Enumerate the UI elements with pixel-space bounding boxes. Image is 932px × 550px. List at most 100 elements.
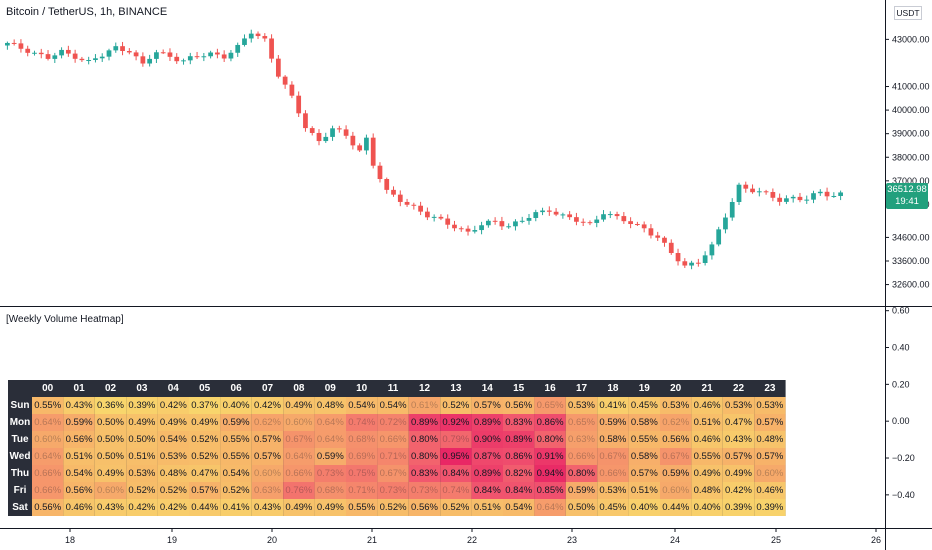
heatmap-cell-label: 0.53% — [160, 451, 187, 462]
candle-body — [689, 262, 694, 266]
heatmap-cell-label: 0.43% — [254, 502, 281, 513]
indicator-tick-label: 0.00 — [892, 416, 910, 426]
heatmap-cell — [189, 482, 221, 499]
heatmap-cell — [691, 482, 723, 499]
heatmap-cell — [597, 448, 629, 465]
heatmap-cell — [754, 499, 786, 516]
candle-body — [607, 214, 613, 216]
heatmap-cell — [471, 499, 503, 516]
heatmap-cell — [377, 414, 409, 431]
heatmap-day-label: Mon — [10, 417, 31, 428]
heatmap-cell — [471, 431, 503, 448]
heatmap-cell-label: 0.84% — [442, 468, 469, 479]
heatmap-cell-label: 0.53% — [725, 400, 752, 411]
heatmap-cell — [503, 499, 535, 516]
heatmap-cell — [503, 397, 535, 414]
candle-body — [133, 52, 139, 57]
candle-body — [648, 228, 654, 236]
heatmap-cell-label: 0.60% — [285, 417, 312, 428]
heatmap-cell — [660, 414, 692, 431]
heatmap-cell-label: 0.58% — [631, 417, 658, 428]
heatmap-cell — [126, 448, 158, 465]
candle-body — [594, 219, 600, 223]
heatmap-cell-label: 0.64% — [317, 417, 344, 428]
heatmap-cell — [754, 414, 786, 431]
heatmap-cell-label: 0.52% — [191, 451, 218, 462]
price-tick-label: 33600.00 — [892, 256, 930, 266]
heatmap-cell-label: 0.67% — [662, 451, 689, 462]
heatmap-cell — [189, 431, 221, 448]
currency-button[interactable]: USDT — [894, 6, 922, 20]
candle-body — [838, 192, 843, 196]
time-tick-label: 18 — [65, 535, 75, 545]
heatmap-cell-label: 0.56% — [66, 434, 93, 445]
heatmap-cell-label: 0.48% — [160, 468, 187, 479]
heatmap-cell-label: 0.45% — [631, 400, 658, 411]
candle-body — [11, 42, 17, 44]
heatmap-cell-label: 0.60% — [662, 485, 689, 496]
heatmap-cell-label: 0.80% — [537, 434, 564, 445]
heatmap-cell — [157, 465, 189, 482]
heatmap-cell — [251, 482, 284, 499]
heatmap-hour-label: 05 — [199, 383, 211, 394]
heatmap-cell-label: 0.57% — [725, 451, 752, 462]
candle-body — [574, 217, 579, 222]
heatmap-cell — [597, 414, 629, 431]
heatmap-cell-label: 0.46% — [66, 502, 93, 513]
heatmap-cell — [189, 465, 221, 482]
heatmap-cell-label: 0.90% — [474, 434, 501, 445]
heatmap-cell — [440, 499, 472, 516]
candle-body — [303, 113, 308, 129]
candle-body — [553, 211, 559, 215]
countdown-value: 19:41 — [895, 196, 919, 207]
heatmap-cell-label: 0.75% — [348, 468, 375, 479]
candle-body — [309, 128, 315, 133]
candle-body — [275, 58, 281, 77]
heatmap-cell-label: 0.40% — [631, 502, 658, 513]
candle-body — [709, 244, 715, 256]
heatmap-cell-label: 0.56% — [66, 485, 93, 496]
heatmap-cell — [471, 397, 503, 414]
candle-body — [113, 46, 119, 51]
heatmap-cell — [157, 482, 189, 499]
heatmap-cell-label: 0.42% — [725, 485, 752, 496]
heatmap-cell — [722, 448, 755, 465]
heatmap-cell — [251, 448, 284, 465]
heatmap-cell — [346, 465, 378, 482]
heatmap-cell — [220, 397, 252, 414]
candle-body — [425, 211, 430, 218]
heatmap-cell — [283, 465, 315, 482]
heatmap-cell-label: 0.46% — [694, 400, 721, 411]
candle-body — [567, 214, 573, 218]
heatmap-cell — [189, 499, 221, 516]
candle-body — [336, 128, 342, 130]
candle-body — [255, 33, 261, 37]
heatmap-cell — [440, 482, 472, 499]
price-tick-label: 41000.00 — [892, 82, 930, 92]
candle-body — [370, 137, 376, 166]
heatmap-cell-label: 0.39% — [128, 400, 155, 411]
heatmap-cell — [440, 414, 472, 431]
heatmap-hour-label: 19 — [639, 383, 651, 394]
candle-body — [174, 56, 180, 62]
heatmap-cell-label: 0.42% — [254, 400, 281, 411]
heatmap-cell — [94, 431, 127, 448]
candle-body — [635, 224, 640, 226]
heatmap-cell — [408, 397, 441, 414]
heatmap-cell-label: 0.56% — [505, 400, 532, 411]
candle-body — [52, 55, 58, 59]
heatmap-cell-label: 0.40% — [223, 400, 250, 411]
candle-body — [106, 50, 112, 57]
heatmap-cell-label: 0.63% — [254, 485, 281, 496]
heatmap-cell — [32, 397, 64, 414]
candle-body — [723, 217, 728, 230]
heatmap-cell — [722, 414, 755, 431]
candle-body — [343, 129, 349, 136]
heatmap-cell-label: 0.64% — [537, 502, 564, 513]
heatmap-cell-label: 0.67% — [599, 451, 626, 462]
indicator-tick-label: 0.60 — [892, 306, 910, 316]
heatmap-cell-label: 0.86% — [537, 417, 564, 428]
heatmap-cell-label: 0.42% — [128, 502, 155, 513]
heatmap-cell — [283, 448, 315, 465]
last-price-tag: 36512.98 19:41 — [886, 183, 928, 209]
